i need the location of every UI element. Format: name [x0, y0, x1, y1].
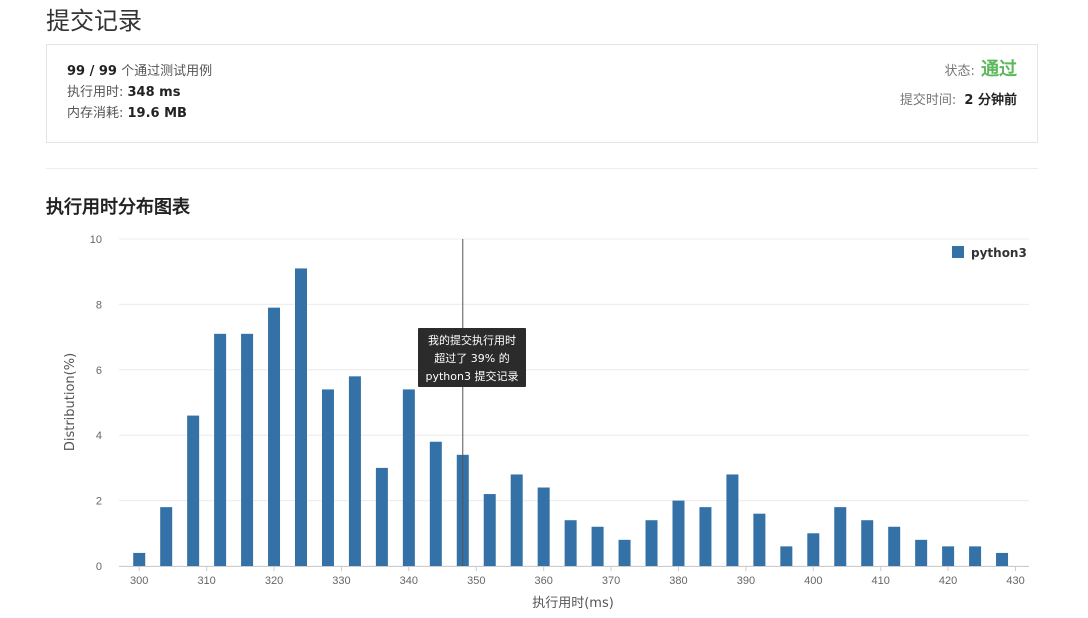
bar[interactable]: [645, 520, 658, 566]
y-tick-label: 10: [90, 234, 102, 246]
bar[interactable]: [321, 389, 334, 566]
bar[interactable]: [807, 533, 820, 566]
bar[interactable]: [726, 474, 739, 566]
tooltip-line: python3 提交记录: [426, 369, 519, 383]
bar[interactable]: [699, 507, 712, 566]
x-tick-label: 300: [130, 575, 148, 587]
bar[interactable]: [187, 415, 200, 566]
submit-time-row: 提交时间: 2 分钟前: [900, 91, 1017, 111]
bar[interactable]: [753, 513, 766, 566]
bar[interactable]: [348, 376, 361, 566]
y-tick-label: 4: [96, 430, 102, 442]
page-title: 提交记录: [46, 7, 142, 35]
tooltip-box: [418, 328, 526, 387]
section-divider: [46, 168, 1038, 169]
summary-status: 状态: 通过 提交时间: 2 分钟前: [900, 57, 1017, 111]
legend-swatch: [952, 246, 964, 258]
submission-summary-card: 99 / 99 个通过测试用例 执行用时: 348 ms 内存消耗: 19.6 …: [46, 44, 1038, 143]
runtime-tooltip: 我的提交执行用时 超过了 39% 的 python3 提交记录: [418, 328, 526, 387]
y-tick-label: 8: [96, 299, 102, 311]
x-tick-label: 420: [939, 575, 957, 587]
x-tick-label: 360: [534, 575, 552, 587]
bar[interactable]: [591, 526, 604, 566]
y-tick-label: 0: [96, 561, 102, 573]
x-tick-label: 390: [737, 575, 755, 587]
x-tick-label: 330: [332, 575, 350, 587]
bar[interactable]: [402, 389, 415, 566]
chart-legend[interactable]: python3: [952, 246, 1027, 260]
submit-time-value: 2 分钟前: [964, 93, 1017, 108]
tooltip-line: 我的提交执行用时: [428, 333, 516, 347]
bar[interactable]: [942, 546, 955, 566]
bar[interactable]: [618, 539, 631, 566]
bar[interactable]: [861, 520, 874, 566]
runtime-row: 执行用时: 348 ms: [67, 82, 212, 103]
bar[interactable]: [483, 494, 496, 566]
y-tick-label: 6: [96, 365, 102, 377]
x-tick-label: 370: [602, 575, 620, 587]
memory-row: 内存消耗: 19.6 MB: [67, 103, 212, 124]
bar[interactable]: [564, 520, 577, 566]
submit-time-label: 提交时间:: [899, 93, 961, 108]
bar[interactable]: [672, 500, 685, 566]
tooltip-line: 超过了 39% 的: [434, 351, 509, 365]
x-tick-label: 350: [467, 575, 485, 587]
bar[interactable]: [375, 467, 388, 566]
bar[interactable]: [888, 526, 901, 566]
bar[interactable]: [268, 307, 281, 566]
section-title: 执行用时分布图表: [46, 197, 190, 218]
status-row: 状态: 通过: [900, 57, 1017, 85]
y-axis-title: Distribution(%): [63, 353, 78, 451]
x-tick-label: 320: [265, 575, 283, 587]
y-tick-label: 2: [96, 496, 102, 508]
runtime-value: 348 ms: [127, 85, 181, 100]
x-tick-label: 410: [872, 575, 890, 587]
status-value[interactable]: 通过: [981, 59, 1017, 80]
test-cases-row: 99 / 99 个通过测试用例: [67, 61, 212, 82]
bar[interactable]: [295, 268, 307, 566]
bar[interactable]: [915, 539, 928, 566]
x-axis-title: 执行用时(ms): [532, 596, 614, 611]
summary-stats: 99 / 99 个通过测试用例 执行用时: 348 ms 内存消耗: 19.6 …: [67, 61, 212, 124]
bar[interactable]: [969, 546, 982, 566]
x-tick-label: 310: [197, 575, 215, 587]
bar[interactable]: [510, 474, 523, 566]
bar[interactable]: [996, 552, 1009, 566]
status-label: 状态:: [944, 64, 979, 79]
memory-value: 19.6 MB: [127, 106, 187, 121]
bar[interactable]: [241, 333, 254, 566]
x-tick-label: 400: [804, 575, 822, 587]
bar[interactable]: [834, 507, 847, 566]
test-cases-count: 99 / 99: [67, 64, 117, 79]
x-tick-label: 430: [1006, 575, 1024, 587]
memory-label: 内存消耗:: [67, 106, 128, 121]
x-tick-label: 380: [669, 575, 687, 587]
bar[interactable]: [214, 333, 227, 566]
x-tick-label: 340: [400, 575, 418, 587]
bar[interactable]: [537, 487, 550, 566]
legend-label: python3: [971, 246, 1027, 260]
bar[interactable]: [160, 507, 173, 566]
bar[interactable]: [133, 552, 146, 566]
bar[interactable]: [780, 546, 793, 566]
runtime-label: 执行用时:: [67, 85, 128, 100]
bar[interactable]: [429, 441, 442, 566]
test-cases-label: 个通过测试用例: [116, 64, 213, 79]
